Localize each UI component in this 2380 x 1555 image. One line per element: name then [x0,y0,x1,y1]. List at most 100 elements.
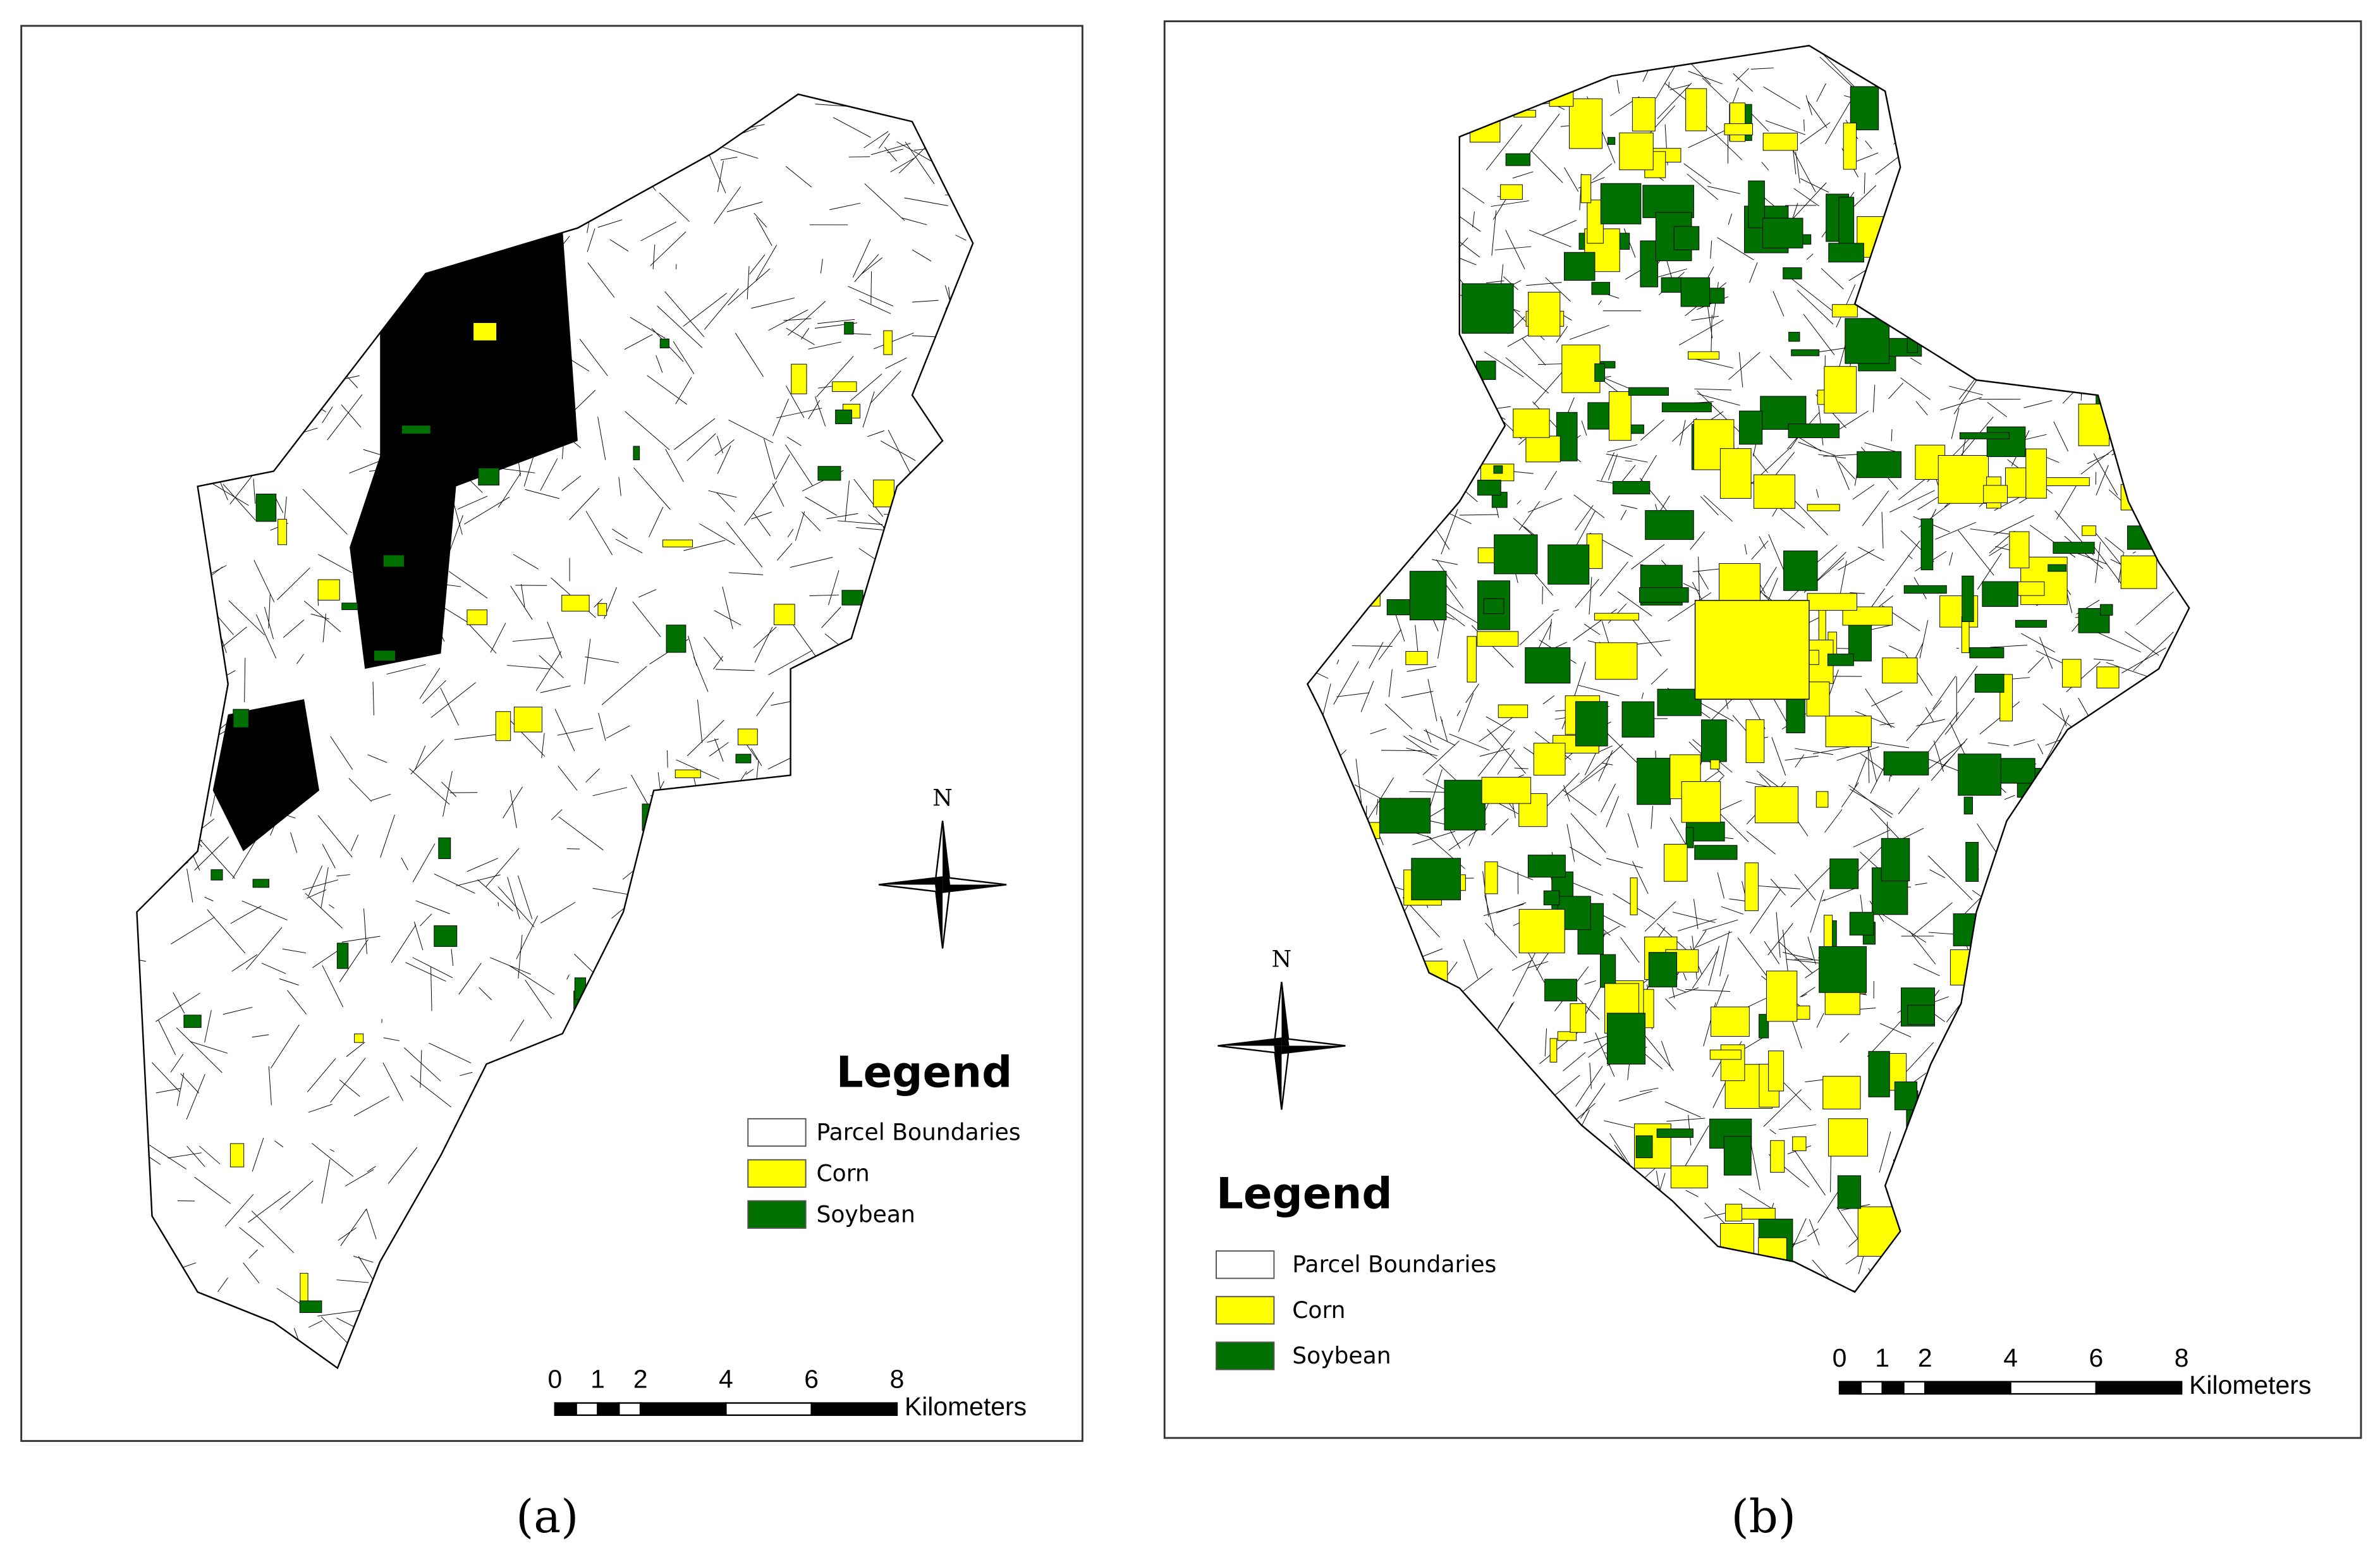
crop-patch [1694,600,1810,700]
crop-patch [1467,636,1477,683]
crop-patch [1744,862,1759,912]
parcel-line [1809,1219,1820,1246]
parcel-line [329,1149,335,1152]
parcel-line [386,664,426,675]
parcel-line [412,843,436,882]
parcel-line [808,341,841,350]
crop-patch [473,322,497,341]
legend-label: Parcel Boundaries [816,1119,1020,1146]
parcel-line [1816,489,1819,498]
parcel-line [330,1058,366,1103]
parcel-line [1788,182,1827,224]
parcel-line [829,202,861,210]
parcel-line [1580,743,1623,783]
parcel-line [1378,629,1401,661]
parcel-line [1697,393,1740,406]
crop-patch [1586,534,1603,569]
parcel-line [867,430,885,437]
parcel-line [1821,268,1844,290]
crop-patch [1580,174,1592,204]
crop-patch [317,579,340,601]
parcel-line [307,1058,336,1093]
parcel-line [1858,546,1884,561]
crop-patch [513,707,542,733]
parcel-line [1616,80,1620,94]
legend-label: Corn [1292,1297,1345,1324]
parcel-line [1776,912,1781,958]
crop-patch [1730,102,1746,142]
parcel-line [186,869,193,903]
crop-patch [1828,1118,1868,1157]
crop-patch [1723,1136,1752,1176]
parcel-line [870,271,872,304]
parcel-line [419,668,441,699]
parcel-line [756,692,774,717]
parcel-line [1486,124,1523,171]
crop-patch [841,590,864,606]
crop-patch [1838,197,1855,248]
parcel-line [827,570,839,606]
crop-patch [817,466,841,481]
parcel-line [1746,831,1776,855]
parcel-line [1527,961,1549,968]
parcel-line [1384,704,1413,729]
parcel-line [1569,846,1602,866]
parcel-line [688,635,697,666]
parcel-line [308,865,323,896]
parcel-line [1702,919,1738,931]
parcel-line [2013,739,2035,746]
parcel-line [1805,967,1821,979]
crop-patch [1907,1004,1935,1025]
parcel-line [1606,858,1643,869]
parcel-line [674,418,716,450]
parcel-line [312,1143,354,1177]
parcel-line [1778,1124,1817,1130]
parcel-line [2023,400,2053,408]
crop-patch [1630,877,1638,915]
crop-patch [1824,915,1833,950]
parcel-line [1717,237,1754,260]
parcel-line [1872,384,1876,413]
parcel-line [1599,561,1628,597]
parcel-line [1721,906,1744,915]
parcel-line [1595,1032,1615,1077]
parcel-line [1627,813,1639,848]
parcel-line [1891,429,1893,442]
parcel-line [308,1104,333,1113]
parcel-line [697,699,703,743]
parcel-line [1412,831,1455,845]
parcel-line [1688,71,1723,85]
parcel-line [585,656,619,663]
parcel-line [1717,872,1724,899]
legend-title: Legend [1216,1169,1393,1219]
crop-patch [1481,777,1532,804]
crop-patch [434,925,458,947]
crop-patch [438,837,451,859]
parcel-line [800,327,810,340]
parcel-line [1355,759,1362,803]
parcel-line [1821,898,1826,902]
crop-patch [666,625,687,653]
parcel-line [1759,536,1766,549]
parcel-line [318,554,352,573]
scale-unit: Kilometers [2189,1370,2311,1400]
parcel-line [1460,216,1481,232]
parcel-line [1864,442,1898,453]
parcel-line [1834,456,1850,491]
parcel-line [346,1042,365,1057]
parcel-line [821,607,841,628]
crop-patch [2120,555,2157,589]
parcel-line [1606,733,1642,767]
north-label: N [932,784,953,811]
parcel-line [1803,314,1835,355]
parcel-line [157,1019,176,1056]
crop-patch [1711,1006,1750,1037]
parcel-line [1562,789,1597,816]
parcel-line [510,1020,525,1042]
crop-patch [844,322,854,335]
parcel-line [864,183,905,221]
parcel-line [1853,757,1867,790]
parcel-line [518,934,523,979]
parcel-line [756,217,772,247]
parcel-line [1484,351,1524,377]
